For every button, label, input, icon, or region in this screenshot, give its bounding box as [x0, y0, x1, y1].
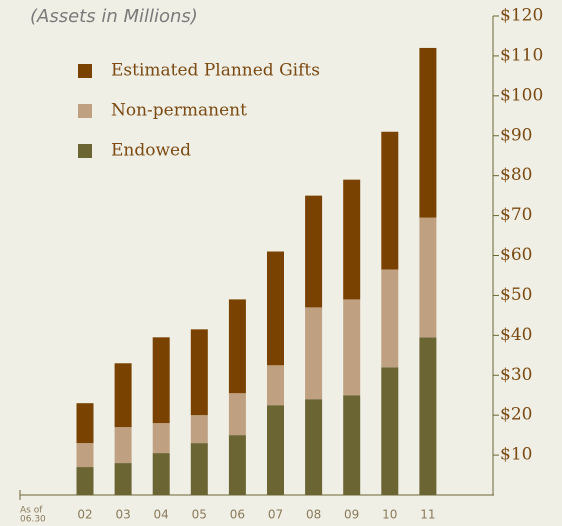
bar-segment: [190, 415, 208, 444]
legend-label: Estimated Planned Gifts: [111, 61, 320, 81]
y-tick-label: $100: [500, 85, 543, 105]
legend-swatch: [78, 104, 92, 118]
bar-segment: [419, 337, 437, 495]
bar-segment: [419, 217, 437, 338]
bar-segment: [381, 367, 399, 495]
bar-segment: [152, 453, 170, 495]
x-tick-label: 08: [306, 508, 321, 522]
x-tick-label: 11: [420, 508, 435, 522]
bar-segment: [381, 269, 399, 368]
bar-segment: [305, 307, 323, 400]
bar-segment: [343, 179, 361, 300]
y-tick-label: $20: [500, 405, 532, 425]
y-tick-label: $90: [500, 125, 532, 145]
x-tick-label: 03: [115, 508, 130, 522]
x-tick-label: 02: [77, 508, 92, 522]
bar-segment: [267, 405, 284, 495]
x-tick-label: 09: [344, 508, 359, 522]
bar-segment: [343, 299, 361, 396]
bar-segment: [228, 393, 246, 436]
bar-segment: [114, 463, 132, 495]
y-tick-label: $30: [500, 365, 532, 385]
bar-segment: [228, 435, 246, 495]
y-tick-label: $80: [500, 165, 532, 185]
bar-segment: [76, 403, 94, 444]
bar-segment: [305, 195, 323, 308]
x-tick-label: 10: [382, 508, 397, 522]
y-tick-label: $70: [500, 205, 532, 225]
y-tick-label: $60: [500, 245, 532, 265]
y-tick-label: $110: [500, 45, 543, 65]
legend-label: Non-permanent: [111, 101, 247, 121]
bar-segment: [190, 443, 208, 495]
x-tick-label: 04: [154, 508, 169, 522]
bar-segment: [152, 337, 170, 424]
bar-segment: [114, 427, 132, 464]
x-tick-label: 06: [230, 508, 245, 522]
bar-segment: [381, 131, 399, 270]
bar-segment: [76, 467, 94, 495]
y-tick-label: $50: [500, 285, 532, 305]
bar-segment: [305, 399, 323, 495]
bar-segment: [419, 47, 437, 218]
y-tick-label: $40: [500, 325, 532, 345]
chart-subtitle: (Assets in Millions): [30, 6, 198, 27]
legend-label: Endowed: [111, 141, 191, 161]
bar-segment: [152, 423, 170, 454]
y-tick-label: $10: [500, 445, 532, 465]
bar-segment: [267, 251, 284, 366]
legend-swatch: [78, 144, 92, 158]
x-tick-label: 05: [192, 508, 207, 522]
bar-segment: [343, 395, 361, 495]
legend-swatch: [78, 64, 92, 78]
bar-segment: [267, 365, 284, 406]
bar-segment: [76, 443, 94, 468]
y-tick-label: $120: [500, 6, 543, 26]
annotation: As of: [20, 506, 43, 516]
bar-segment: [114, 363, 132, 428]
annotation: 06.30: [20, 515, 46, 525]
x-tick-label: 07: [268, 508, 283, 522]
bar-segment: [228, 299, 246, 394]
bar-segment: [190, 329, 208, 416]
